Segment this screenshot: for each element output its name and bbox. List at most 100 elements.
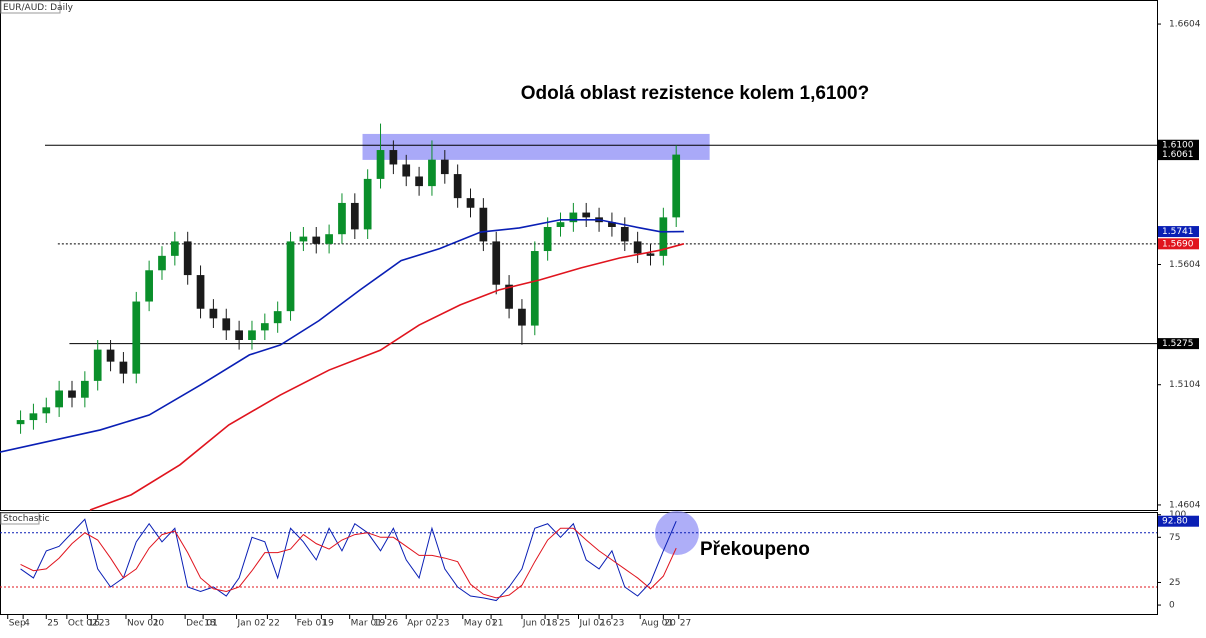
x-tick-label: 19	[322, 619, 334, 629]
x-tick-label: 27	[680, 619, 691, 629]
y-tick-label: 1.4604	[1169, 500, 1201, 510]
candle-body	[119, 361, 128, 374]
candle-body	[196, 275, 205, 309]
candle-body	[312, 236, 321, 244]
y-tick-label: 0	[1169, 601, 1175, 611]
y-tick-label: 100	[1169, 510, 1186, 520]
y-tick-label: 25	[1169, 578, 1180, 588]
x-tick-label: 25	[559, 619, 570, 629]
candle-body	[530, 251, 539, 326]
x-tick-label: 21	[492, 619, 503, 629]
price-tag-label: 92.80	[1162, 517, 1188, 527]
candle-body	[209, 308, 218, 319]
candle-body	[466, 198, 475, 208]
candle-body	[428, 159, 436, 187]
candle-body	[350, 202, 359, 230]
candle-body	[633, 241, 642, 254]
moving-average	[0, 218, 684, 453]
x-tick-label: Sep	[9, 619, 26, 629]
y-tick-label: 1.6604	[1169, 20, 1201, 30]
candle-body	[376, 150, 385, 179]
x-tick-label: Dec 01	[186, 619, 218, 629]
x-tick-label: 23	[99, 619, 110, 629]
candle-body	[170, 241, 179, 256]
price-tag	[1158, 226, 1199, 238]
candle-body	[248, 330, 256, 340]
candle-body	[80, 380, 89, 398]
price-tag-label: 1.6100	[1162, 141, 1194, 151]
x-tick-label: Jul 02	[579, 619, 605, 629]
price-tag	[1158, 338, 1199, 350]
x-tick-label: Apr 02	[407, 619, 437, 629]
chart-title: EUR/AUD: Daily	[3, 3, 74, 13]
candle-body	[415, 176, 423, 187]
candle-body	[273, 311, 282, 324]
candle-body	[235, 330, 243, 340]
panel-title: Stochastic	[3, 514, 50, 524]
candle-body	[363, 178, 372, 230]
title-box	[0, 0, 61, 14]
x-tick-label: Nov 01	[127, 619, 159, 629]
candle-body	[518, 308, 526, 326]
candle-body	[16, 420, 25, 425]
candle-body	[672, 154, 681, 218]
x-tick-label: 23	[438, 619, 449, 629]
x-tick-label: 4	[24, 619, 30, 629]
candle-body	[646, 253, 655, 256]
price-tag	[1158, 238, 1199, 250]
price-tag-label: 1.5690	[1162, 239, 1194, 249]
candle-body	[505, 284, 513, 309]
x-tick-label: 16	[88, 619, 100, 629]
candle-body	[93, 349, 102, 381]
candle-body	[659, 217, 668, 256]
x-tick-label: 19	[374, 619, 386, 629]
title-box	[0, 512, 40, 525]
x-tick-label: 25	[47, 619, 58, 629]
candle-body	[286, 241, 295, 312]
x-tick-label: 26	[387, 619, 399, 629]
candle-body	[620, 226, 629, 242]
resistance-zone	[362, 133, 710, 160]
x-tick-label: 16	[600, 619, 612, 629]
x-tick-label: Jun 01	[522, 619, 551, 629]
x-tick-label: 20	[153, 619, 165, 629]
x-tick-label: 18	[546, 619, 558, 629]
price-tag-label: 1.6061	[1162, 150, 1194, 160]
candle-body	[453, 174, 462, 199]
y-tick-label: 1.5104	[1169, 380, 1201, 390]
candle-body	[402, 164, 411, 177]
candle-body	[556, 222, 565, 227]
candle-body	[145, 270, 153, 302]
candle-body	[68, 390, 76, 398]
candle-body	[492, 241, 501, 285]
x-tick-label: 18	[204, 619, 216, 629]
x-tick-label: 23	[613, 619, 624, 629]
x-tick-label: Aug 01	[641, 619, 673, 629]
price-panel	[0, 0, 1158, 511]
y-tick-label: 75	[1169, 533, 1180, 543]
candle-body	[338, 202, 346, 235]
x-tick-label: Feb 01	[297, 619, 327, 629]
candle-body	[106, 349, 115, 362]
candle-body	[543, 226, 552, 252]
x-tick-label: Oct 02	[68, 619, 98, 629]
price-tag-label: 1.5741	[1162, 227, 1194, 237]
annotation: Překoupeno	[700, 539, 810, 560]
candle-body	[55, 390, 63, 408]
candle-body	[325, 234, 333, 244]
candle-body	[608, 222, 616, 227]
candle-body	[42, 407, 51, 414]
x-tick-label: Mar 01	[351, 619, 382, 629]
candle-body	[389, 150, 398, 165]
price-tag	[1158, 139, 1199, 151]
candle-body	[158, 255, 166, 271]
stochastic-line	[20, 527, 677, 599]
price-tag	[1158, 149, 1199, 161]
x-tick-label: May 01	[464, 619, 497, 629]
price-tag	[1158, 515, 1199, 527]
candle-body	[569, 212, 578, 223]
candle-body	[132, 301, 141, 374]
stochastic-panel	[0, 512, 1158, 615]
candle-body	[440, 159, 449, 175]
